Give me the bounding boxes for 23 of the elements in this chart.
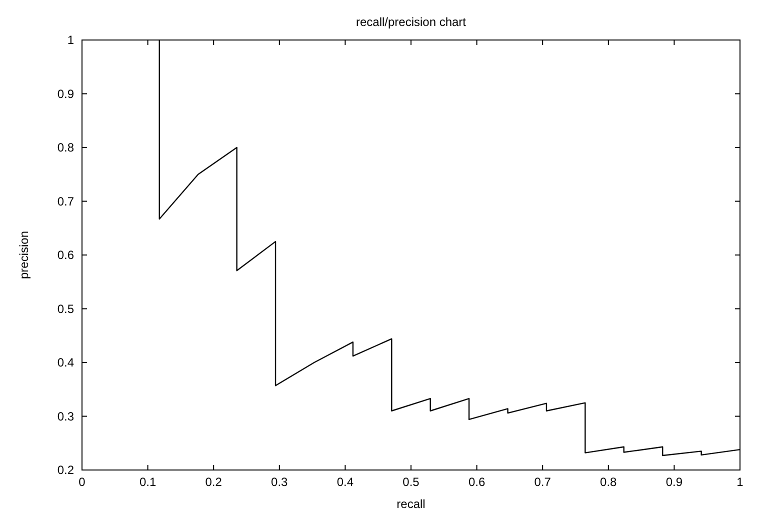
chart-title: recall/precision chart	[356, 15, 467, 29]
y-tick-label: 1	[67, 33, 74, 47]
y-tick-label: 0.7	[57, 194, 74, 208]
y-tick-label: 0.3	[57, 409, 74, 424]
x-tick-label: 0.6	[468, 475, 486, 489]
x-axis-title: recall	[396, 497, 426, 511]
x-tick-label: 0.8	[600, 475, 618, 489]
x-tick-label: 0	[78, 475, 86, 489]
x-tick-label: 0.5	[402, 475, 420, 489]
y-axis-title: precision	[17, 230, 31, 280]
x-tick-label: 0.3	[271, 475, 288, 489]
x-tick-label: 1	[736, 475, 744, 489]
y-tick-label: 0.5	[57, 302, 74, 316]
y-tick-label: 0.6	[57, 248, 74, 262]
y-tick-label: 0.8	[57, 140, 74, 154]
x-tick-label: 0.4	[336, 475, 354, 489]
x-tick-label: 0.2	[205, 475, 222, 489]
y-tick-label: 0.4	[57, 356, 74, 370]
x-tick-label: 0.9	[666, 475, 683, 489]
x-tick-label: 0.1	[139, 475, 156, 489]
y-tick-label: 0.9	[57, 86, 74, 101]
y-tick-label: 0.2	[57, 463, 74, 477]
x-tick-label: 0.7	[534, 475, 552, 489]
